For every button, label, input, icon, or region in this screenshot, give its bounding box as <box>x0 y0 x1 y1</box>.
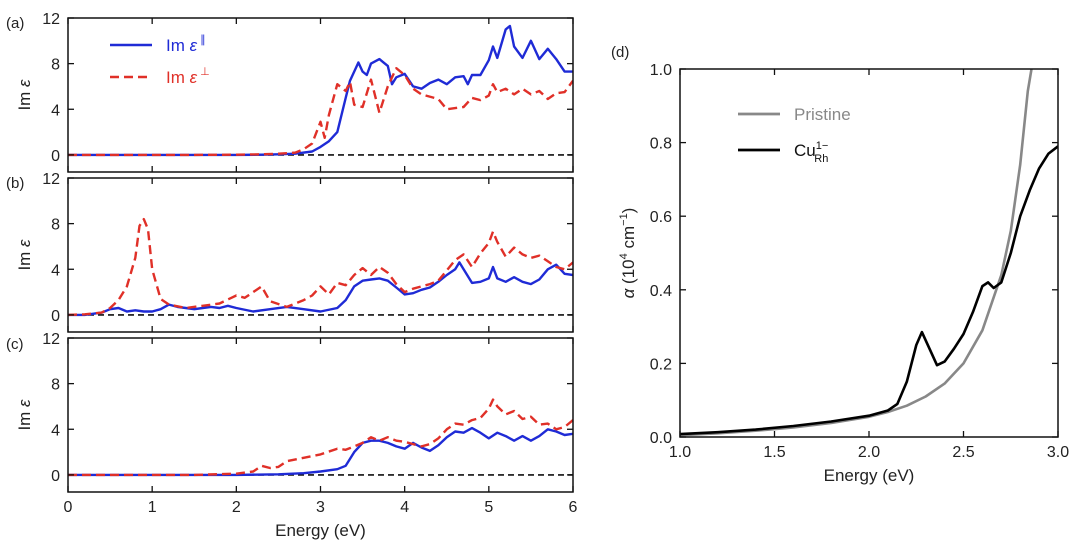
panel-b: (b) 0 4 8 12 Im ε <box>6 171 574 333</box>
y-label-symbol: ε <box>15 399 34 407</box>
y-label-symbol: ε <box>15 239 34 247</box>
legend-label: Pristine <box>794 105 851 124</box>
x-tick-label: 2 <box>232 499 241 516</box>
y-tick-label: 0.2 <box>650 356 672 373</box>
x-axis-label: Energy (eV) <box>275 521 366 540</box>
x-tick-label: 1.0 <box>669 444 691 461</box>
x-tick-label: 2.5 <box>952 444 974 461</box>
y-tick-label: 0.8 <box>650 136 672 153</box>
y-tick-label: 4 <box>51 422 60 439</box>
x-tick-label: 4 <box>400 499 409 516</box>
y-tick-label: 4 <box>51 262 60 279</box>
y-tick-label: 0.6 <box>650 209 672 226</box>
legend-main: Im <box>166 68 190 87</box>
y-label-units: (10 <box>619 259 638 284</box>
series-line-pristine-0 <box>680 69 1033 437</box>
y-tick-label: 0 <box>51 468 60 485</box>
series-line-im-0 <box>68 426 573 477</box>
panel-d: (d) 1.0 1.5 2.0 2.5 3.0 0.0 0.2 0.4 0.6 0.8 1.0 Ener… <box>611 44 1069 485</box>
y-label-main: Im <box>15 407 34 431</box>
x-tick-label: 2.0 <box>858 444 880 461</box>
legend-sup: 1− <box>816 140 829 152</box>
y-tick-label: 1.0 <box>650 62 672 79</box>
y-tick-label: 12 <box>42 171 60 188</box>
series-line-im-0 <box>68 261 573 317</box>
legend-label: Cu1− Rh <box>794 140 828 165</box>
x-tick-label: 1.5 <box>763 444 785 461</box>
x-tick-label: 5 <box>484 499 493 516</box>
y-label-exp2: −1 <box>618 213 630 226</box>
y-tick-label: 0 <box>51 148 60 165</box>
legend-main: Im <box>166 36 190 55</box>
y-label-units2: cm <box>619 226 638 253</box>
series-line-im-1 <box>68 217 573 317</box>
y-label-main: α <box>619 284 638 298</box>
axes-frame <box>67 337 574 493</box>
x-tick-label: 0 <box>64 499 73 516</box>
x-axis-label: Energy (eV) <box>824 466 915 485</box>
y-tick-label: 0 <box>51 308 60 325</box>
y-axis-label: Im ε <box>15 239 34 271</box>
axes-frame <box>67 17 574 173</box>
y-tick-label: 0.4 <box>650 283 672 300</box>
y-label-main: Im <box>15 87 34 111</box>
legend-sup: ⊥ <box>197 66 210 78</box>
y-tick-label: 8 <box>51 57 60 74</box>
y-tick-label: 8 <box>51 217 60 234</box>
y-axis-label: Im ε <box>15 79 34 111</box>
legend: Pristine Cu1− Rh <box>738 105 851 165</box>
legend-sub: Rh <box>814 153 828 165</box>
y-tick-label: 12 <box>42 331 60 348</box>
x-tick-label: 3 <box>316 499 325 516</box>
x-tick-label: 6 <box>569 499 578 516</box>
legend-main: Cu <box>794 141 816 160</box>
y-label-symbol: ε <box>15 79 34 87</box>
legend-label: Im ε ∥ <box>166 34 206 55</box>
y-label-exp1: 4 <box>618 253 630 259</box>
panel-label: (c) <box>6 336 24 353</box>
panel-label: (d) <box>611 44 629 61</box>
series-line-im-1 <box>68 67 573 157</box>
panel-label: (b) <box>6 175 24 192</box>
legend-sup: ∥ <box>197 34 206 46</box>
series-line-im-1 <box>68 398 573 477</box>
y-tick-label: 4 <box>51 102 60 119</box>
y-axis-label: Im ε <box>15 399 34 431</box>
y-label-main: Im <box>15 247 34 271</box>
legend: Im ε ∥Im ε ⊥ <box>110 34 210 87</box>
x-tick-label: 1 <box>148 499 157 516</box>
panel-label: (a) <box>6 15 24 32</box>
legend-symbol: ε <box>190 36 198 55</box>
legend-main: Pristine <box>794 105 851 124</box>
y-tick-label: 8 <box>51 377 60 394</box>
y-tick-label: 12 <box>42 11 60 28</box>
y-tick-label: 0.0 <box>650 430 672 447</box>
series-line-cu-1 <box>680 145 1058 436</box>
legend-label: Im ε ⊥ <box>166 66 210 87</box>
y-label-close: ) <box>619 208 638 214</box>
axes-frame <box>679 68 1059 438</box>
legend-symbol: ε <box>190 68 198 87</box>
y-axis-label: α (104 cm−1) <box>618 208 638 299</box>
axes-frame <box>67 177 574 333</box>
x-tick-label: 3.0 <box>1047 444 1069 461</box>
